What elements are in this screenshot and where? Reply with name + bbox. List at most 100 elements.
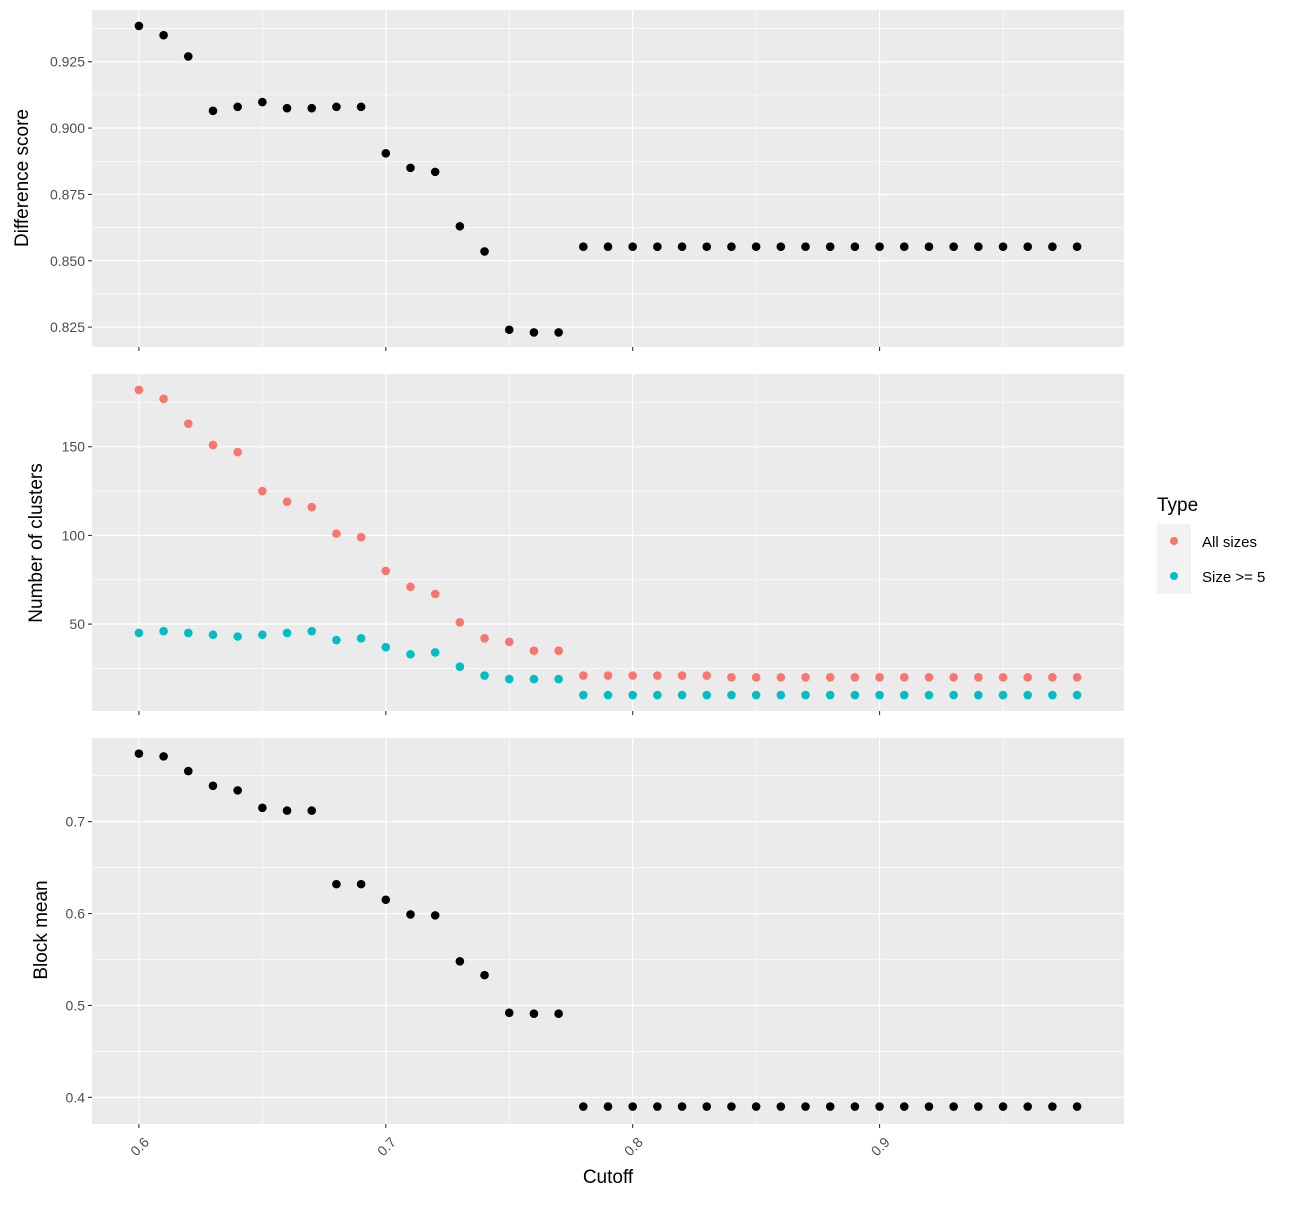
y-tick-label: 0.825 — [50, 319, 85, 335]
data-point — [159, 752, 168, 761]
data-point — [924, 1102, 934, 1111]
data-point — [554, 646, 563, 655]
panel-background — [92, 738, 1124, 1124]
data-point — [183, 52, 193, 61]
data-point — [653, 242, 662, 251]
data-point — [282, 103, 292, 113]
data-point — [875, 242, 884, 251]
legend-key-all-sizes — [1170, 537, 1178, 545]
x-axis-title: Cutoff — [583, 1167, 634, 1188]
data-point — [208, 781, 218, 791]
data-point — [356, 102, 366, 112]
data-point — [430, 589, 440, 599]
data-point — [406, 582, 415, 592]
legend-key-background — [1157, 524, 1191, 594]
data-point — [1023, 673, 1033, 682]
data-point — [579, 690, 588, 700]
x-tick-label: 0.8 — [621, 1134, 646, 1159]
data-point — [307, 502, 317, 512]
data-point — [702, 671, 712, 680]
data-point — [677, 690, 687, 700]
data-point — [183, 766, 193, 776]
data-point — [307, 806, 317, 815]
data-point — [899, 1102, 909, 1111]
data-point — [751, 1102, 761, 1111]
data-point — [899, 242, 909, 251]
data-point — [875, 690, 884, 700]
data-point — [554, 328, 563, 337]
legend: Type All sizes Size >= 5 — [1157, 495, 1265, 594]
data-point — [850, 1102, 860, 1111]
y-tick-label: 100 — [62, 527, 86, 543]
data-point — [159, 394, 168, 404]
data-point — [455, 221, 465, 231]
data-point — [974, 1102, 983, 1111]
data-point — [356, 532, 366, 542]
data-point — [603, 671, 613, 680]
data-point — [1048, 242, 1057, 251]
data-point — [801, 242, 810, 251]
data-point — [1072, 673, 1082, 682]
data-point — [825, 673, 835, 682]
data-point — [183, 628, 193, 638]
data-point — [776, 242, 786, 251]
data-point — [554, 1009, 563, 1019]
data-point — [801, 673, 810, 682]
data-point — [801, 1102, 810, 1111]
data-point — [183, 419, 193, 428]
series-1 — [134, 385, 1082, 682]
data-point — [603, 690, 613, 700]
panel-2: 50 100 150 Number of clusters — [26, 374, 1124, 715]
data-point — [702, 690, 712, 700]
data-point — [825, 242, 835, 251]
data-point — [258, 630, 267, 640]
data-point — [480, 671, 489, 680]
y-tick-label: 0.925 — [50, 54, 85, 70]
data-point — [430, 648, 440, 657]
data-point — [381, 566, 391, 576]
panel-1: 0.825 0.850 0.875 0.900 0.925 Difference scor… — [12, 10, 1124, 351]
data-point — [801, 690, 810, 700]
data-point — [356, 633, 366, 643]
data-point — [974, 673, 983, 682]
y-tick-label: 150 — [62, 439, 86, 455]
data-point — [381, 148, 391, 158]
data-point — [850, 673, 860, 682]
data-point — [430, 167, 440, 177]
data-point — [924, 673, 934, 682]
data-point — [504, 637, 514, 647]
data-point — [282, 497, 292, 507]
data-point — [455, 957, 465, 966]
data-point — [307, 626, 317, 636]
data-point — [702, 1102, 712, 1111]
data-point — [332, 635, 341, 645]
data-point — [233, 632, 242, 641]
data-point — [949, 1102, 958, 1111]
series-1 — [134, 749, 1082, 1111]
data-point — [603, 242, 613, 251]
data-point — [529, 674, 539, 684]
data-point — [332, 102, 341, 112]
y-tick-label: 50 — [69, 616, 85, 632]
data-point — [233, 447, 242, 457]
data-point — [455, 618, 465, 627]
legend-key-size-5 — [1170, 572, 1178, 580]
data-point — [554, 674, 563, 684]
y-tick-label: 0.5 — [66, 997, 86, 1013]
data-point — [159, 626, 168, 636]
series-1 — [134, 21, 1082, 337]
data-point — [850, 242, 860, 251]
data-point — [751, 242, 761, 251]
data-point — [480, 970, 489, 980]
legend-label-all-sizes: All sizes — [1202, 534, 1257, 551]
data-point — [504, 325, 514, 335]
data-point — [653, 1102, 662, 1111]
data-point — [134, 385, 144, 395]
panel-3: 0.4 0.5 0.6 0.7 0.6 0.7 0.8 0.9 Block mean — [31, 738, 1124, 1159]
data-point — [579, 671, 588, 680]
data-point — [579, 1102, 588, 1111]
data-point — [332, 529, 341, 538]
data-point — [628, 242, 637, 251]
data-point — [899, 690, 909, 700]
